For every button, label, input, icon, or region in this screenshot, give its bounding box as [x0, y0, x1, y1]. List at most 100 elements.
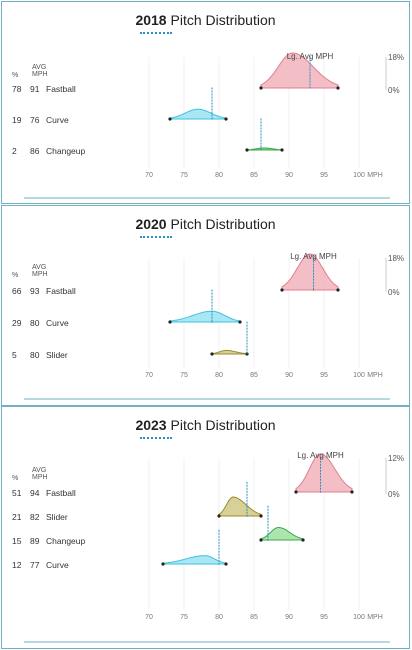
pitch-pct: 51	[12, 488, 22, 498]
col-header-avg: AVG	[32, 64, 47, 71]
density-plot-svg	[24, 52, 390, 199]
x-tick-label: 90	[285, 172, 293, 179]
pitch-avg-mph: 80	[30, 318, 40, 328]
title-underline	[140, 437, 172, 439]
x-tick-label: 75	[180, 172, 188, 179]
col-header-avg: AVG	[32, 467, 47, 474]
range-min-dot	[210, 352, 214, 356]
range-min-dot	[161, 562, 165, 566]
x-tick-label: 85	[250, 614, 258, 621]
x-tick-label: 90	[285, 372, 293, 379]
pitch-avg-mph: 76	[30, 115, 40, 125]
x-tick-label: 90	[285, 614, 293, 621]
col-header-avg: AVG	[32, 264, 47, 271]
pitch-pct: 12	[12, 560, 22, 570]
range-max-dot	[336, 288, 340, 292]
chart-title-year: 2018	[135, 12, 167, 28]
pitch-name: Curve	[46, 115, 69, 125]
pitch-avg-mph: 80	[30, 350, 40, 360]
range-max-dot	[259, 514, 263, 518]
pitch-pct: 78	[12, 84, 22, 94]
density-plot-svg	[24, 253, 390, 400]
col-header-mph: MPH	[32, 271, 48, 278]
x-tick-label: 75	[180, 614, 188, 621]
x-tick-label: 95	[320, 614, 328, 621]
x-tick-label: 100	[353, 372, 365, 379]
chart-title-text: Pitch Distribution	[170, 417, 276, 433]
col-header-avg-mph: AVG MPH	[32, 467, 48, 481]
pitch-name: Changeup	[46, 146, 86, 156]
col-header-pct: %	[12, 475, 19, 482]
pitch-pct: 29	[12, 318, 22, 328]
pitch-pct: 21	[12, 512, 22, 522]
range-min-dot	[259, 538, 263, 542]
density-curve-fastball	[295, 453, 353, 493]
x-tick-label: 85	[250, 172, 258, 179]
pitch-pct: 15	[12, 536, 22, 546]
col-header-avg-mph: AVG MPH	[32, 264, 48, 278]
x-tick-label: 75	[180, 372, 188, 379]
range-max-dot	[301, 538, 305, 542]
col-header-avg-mph: AVG MPH	[32, 64, 48, 78]
title-underline	[140, 236, 172, 238]
league-avg-label: Lg. Avg MPH	[290, 252, 337, 261]
range-max-dot	[280, 148, 284, 152]
pitch-pct: 19	[12, 115, 22, 125]
x-tick-label: 100	[353, 614, 365, 621]
x-tick-label: 80	[215, 172, 223, 179]
range-min-dot	[168, 320, 172, 324]
pitch-pct: 2	[12, 146, 17, 156]
density-curve-changeup	[260, 527, 304, 541]
col-header-pct: %	[12, 72, 19, 79]
density-curve-slider	[218, 496, 262, 517]
pitch-name: Fastball	[46, 488, 76, 498]
x-tick-label: 95	[320, 172, 328, 179]
pitch-avg-mph: 91	[30, 84, 40, 94]
density-curve-fastball	[281, 253, 339, 291]
range-max-dot	[224, 117, 228, 121]
chart-title-text: Pitch Distribution	[170, 12, 276, 28]
range-max-dot	[336, 86, 340, 90]
x-unit-label: MPH	[367, 614, 383, 621]
pitch-name: Curve	[46, 560, 69, 570]
pitch-name: Fastball	[46, 286, 76, 296]
chart-panel-2020: 2020 Pitch Distribution% AVG MPH Lg. Avg MP…	[1, 205, 410, 406]
range-max-dot	[350, 490, 354, 494]
x-tick-label: 70	[145, 172, 153, 179]
density-curve-changeup	[246, 147, 283, 151]
density-scale-bottom: 0%	[388, 86, 400, 95]
pitch-avg-mph: 89	[30, 536, 40, 546]
pitch-pct: 66	[12, 286, 22, 296]
density-scale-top: 18%	[388, 254, 405, 263]
league-avg-label: Lg. Avg MPH	[286, 52, 334, 61]
x-unit-label: MPH	[367, 372, 383, 379]
density-curve-curve	[169, 108, 227, 120]
chart-panel-2018: 2018 Pitch Distribution% AVG MPH Lg. Avg MP…	[1, 1, 410, 204]
pitch-avg-mph: 77	[30, 560, 40, 570]
range-min-dot	[294, 490, 298, 494]
chart-panel-2023: 2023 Pitch Distribution% AVG MPH Lg. Avg MP…	[1, 406, 410, 649]
range-min-dot	[280, 288, 284, 292]
pitch-avg-mph: 93	[30, 286, 40, 296]
pitch-avg-mph: 94	[30, 488, 40, 498]
range-max-dot	[238, 320, 242, 324]
chart-title: 2023 Pitch Distribution	[2, 417, 409, 433]
density-plot-svg	[24, 453, 390, 643]
x-tick-label: 85	[250, 372, 258, 379]
pitch-name: Slider	[46, 350, 68, 360]
density-scale-bottom: 0%	[388, 490, 400, 499]
density-curve-slider	[211, 349, 248, 355]
x-tick-label: 80	[215, 614, 223, 621]
x-unit-label: MPH	[367, 172, 383, 179]
density-scale-bottom: 0%	[388, 288, 400, 297]
range-min-dot	[168, 117, 172, 121]
col-header-mph: MPH	[32, 71, 48, 78]
range-min-dot	[259, 86, 263, 90]
density-curve-fastball	[260, 52, 339, 89]
chart-title-year: 2023	[135, 417, 167, 433]
x-tick-label: 80	[215, 372, 223, 379]
col-header-mph: MPH	[32, 474, 48, 481]
chart-title: 2018 Pitch Distribution	[2, 12, 409, 28]
chart-title-year: 2020	[135, 216, 167, 232]
pitch-name: Fastball	[46, 84, 76, 94]
